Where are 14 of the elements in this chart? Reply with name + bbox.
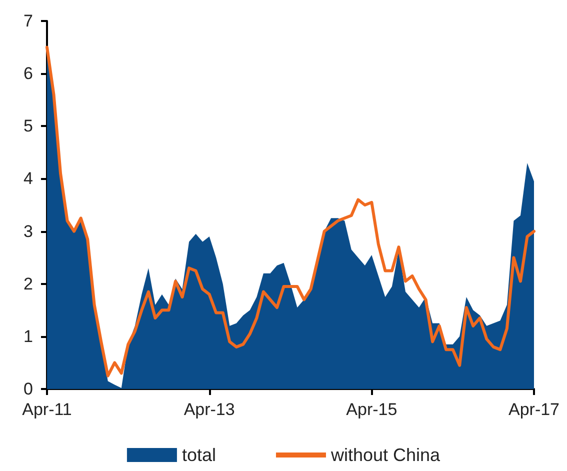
legend-label: without China [330, 445, 442, 465]
x-tick-label: Apr-13 [184, 400, 235, 419]
y-tick-label: 3 [24, 222, 33, 241]
y-tick-label: 0 [24, 380, 33, 398]
x-tick-label: Apr-11 [22, 400, 72, 419]
x-tick-label: Apr-17 [508, 400, 560, 419]
legend-label: total [182, 445, 216, 465]
y-tick-label: 7 [24, 12, 33, 30]
y-tick-label: 2 [24, 274, 33, 294]
y-tick-label: 6 [24, 64, 33, 84]
y-tick-label: 4 [24, 169, 33, 188]
y-tick-label: 5 [24, 116, 33, 136]
x-tick-label: Apr-15 [346, 400, 398, 419]
y-tick-label: 1 [24, 326, 33, 346]
